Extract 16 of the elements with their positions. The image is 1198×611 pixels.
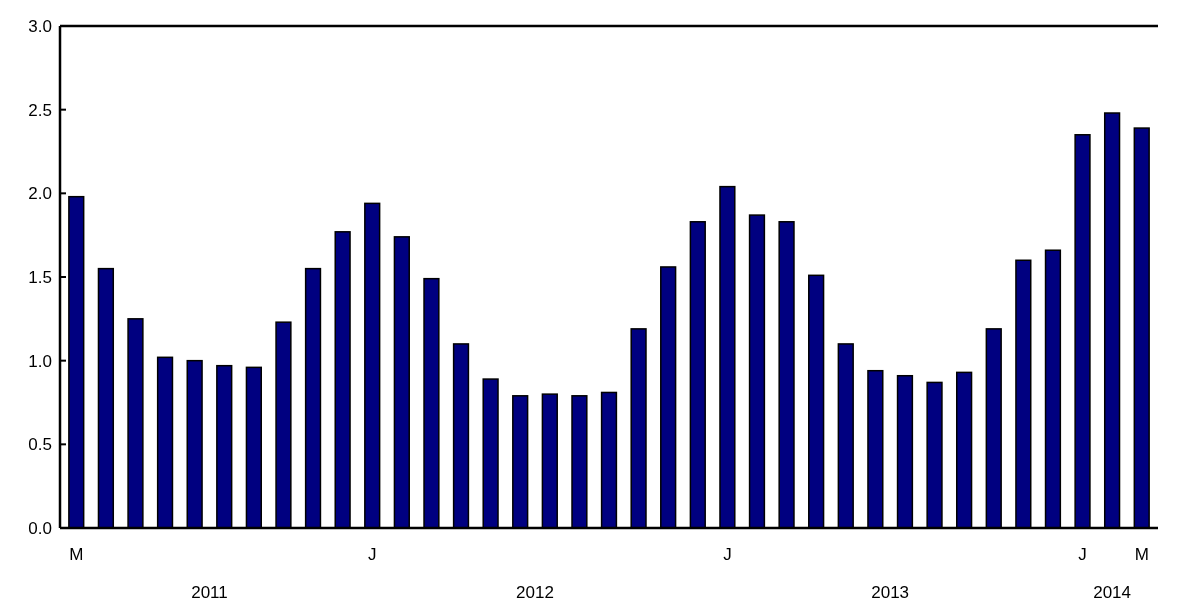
text: 2011 bbox=[191, 583, 228, 602]
x-tick-label: J bbox=[1078, 545, 1087, 564]
y-tick-label: 2.5 bbox=[28, 100, 52, 120]
text: 2014 bbox=[1093, 583, 1132, 602]
x-tick-label: J bbox=[723, 545, 732, 564]
y-tick-label: 3.0 bbox=[28, 16, 52, 36]
x-tick-label: M bbox=[1134, 545, 1149, 564]
x-tick-label: M bbox=[69, 545, 84, 564]
x-tick-label: J bbox=[367, 545, 377, 564]
text: 2013 bbox=[871, 583, 910, 602]
text: 2012 bbox=[516, 583, 554, 602]
y-tick-label: 2.0 bbox=[28, 184, 52, 204]
y-tick-label: 1.5 bbox=[28, 267, 52, 287]
y-tick-label: 0.0 bbox=[28, 518, 52, 538]
y-tick-label: 0.5 bbox=[28, 435, 52, 455]
y-tick-label: 1.0 bbox=[28, 351, 52, 371]
